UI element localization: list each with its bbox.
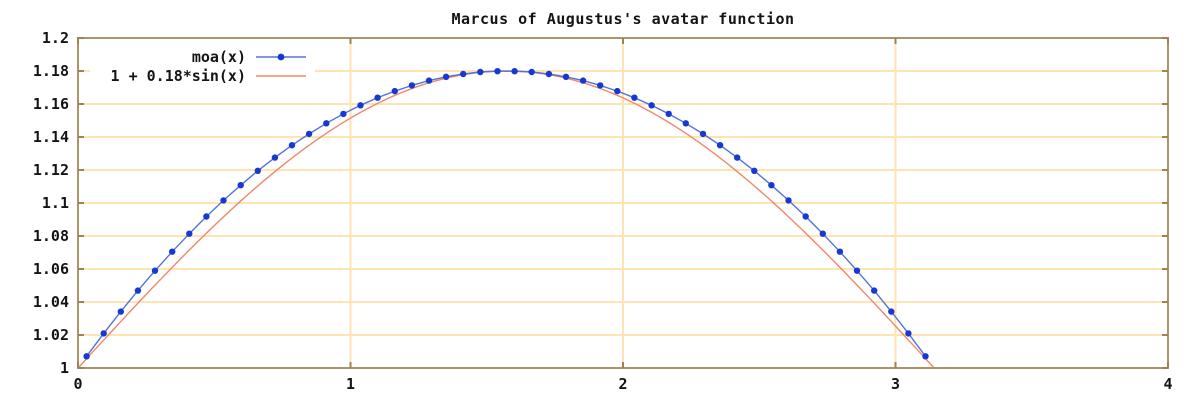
data-point: [425, 77, 433, 84]
data-point: [802, 213, 809, 220]
data-point: [323, 120, 330, 127]
legend-entry-moa: moa(x): [94, 47, 307, 66]
legend-entry-sine: 1 + 0.18*sin(x): [94, 66, 307, 85]
data-point: [648, 102, 655, 109]
data-point: [288, 142, 296, 149]
y-tick-label: 1.06: [33, 260, 69, 278]
series-moa-points: [83, 68, 929, 360]
data-point: [699, 130, 707, 138]
data-point: [614, 87, 621, 95]
data-point: [545, 70, 553, 78]
data-point: [836, 248, 844, 255]
x-tick-label: 1: [346, 375, 355, 393]
y-tick-label: 1: [60, 359, 69, 377]
data-point: [477, 68, 484, 76]
data-point: [871, 287, 878, 294]
tick-marks: [77, 37, 1169, 369]
series-moa-line: [86, 70, 927, 357]
legend-line-sample-sine: [256, 74, 306, 77]
data-point: [751, 167, 758, 174]
chart-title: Marcus of Augustus's avatar function: [451, 10, 795, 28]
data-point: [237, 182, 244, 189]
legend-line-sample-moa: [256, 53, 306, 60]
y-tick-label: 1.16: [33, 95, 69, 113]
data-point: [134, 287, 142, 294]
data-point: [357, 102, 364, 109]
legend-label-moa: moa(x): [191, 47, 246, 66]
data-point: [254, 167, 261, 174]
data-point: [460, 70, 467, 78]
data-point: [83, 353, 90, 360]
data-point: [271, 154, 279, 161]
data-point: [186, 230, 193, 237]
data-point: [151, 267, 159, 274]
y-tick-label: 1.08: [33, 227, 69, 245]
data-point: [853, 267, 861, 274]
data-point: [117, 308, 125, 315]
data-point: [391, 87, 398, 95]
data-point: [305, 130, 313, 138]
x-tick-label: 0: [73, 375, 82, 393]
data-point: [442, 73, 450, 81]
legend: moa(x) 1 + 0.18*sin(x): [90, 46, 315, 87]
y-tick-label: 1.1: [42, 194, 69, 212]
data-point: [905, 330, 912, 337]
data-point: [734, 154, 741, 161]
grid-lines: [78, 38, 1168, 368]
y-tick-label: 1.2: [42, 29, 69, 47]
data-point: [220, 197, 227, 204]
x-tick-label: 2: [618, 375, 627, 393]
data-point: [408, 82, 416, 89]
data-point: [100, 330, 107, 337]
data-point: [511, 68, 518, 75]
x-tick-label: 3: [891, 375, 900, 393]
data-point: [785, 197, 792, 204]
data-point: [528, 68, 535, 76]
legend-label-sine: 1 + 0.18*sin(x): [110, 66, 246, 85]
x-tick-labels: 0 1 2 3 4: [73, 375, 1172, 393]
data-point: [169, 248, 176, 255]
data-point: [203, 213, 210, 220]
data-point: [597, 82, 604, 89]
y-tick-label: 1.04: [33, 293, 69, 311]
y-tick-label: 1.18: [33, 62, 69, 80]
data-point: [665, 110, 672, 118]
data-point: [374, 94, 381, 101]
data-point: [682, 120, 689, 127]
data-point: [579, 77, 587, 84]
data-point: [888, 308, 895, 315]
data-point: [768, 182, 775, 189]
data-point: [716, 142, 724, 149]
y-tick-label: 1.02: [33, 326, 69, 344]
data-point: [494, 68, 501, 75]
data-point: [819, 230, 826, 237]
x-tick-label: 4: [1163, 375, 1172, 393]
y-tick-labels: 1 1.02 1.04 1.06 1.08 1.1 1.12 1.14 1.16 1.18 1.2: [33, 29, 69, 377]
data-point: [562, 73, 570, 81]
data-point: [922, 353, 929, 360]
y-tick-label: 1.14: [33, 128, 69, 146]
data-point: [631, 94, 638, 101]
y-tick-label: 1.12: [33, 161, 69, 179]
data-point: [340, 110, 347, 118]
